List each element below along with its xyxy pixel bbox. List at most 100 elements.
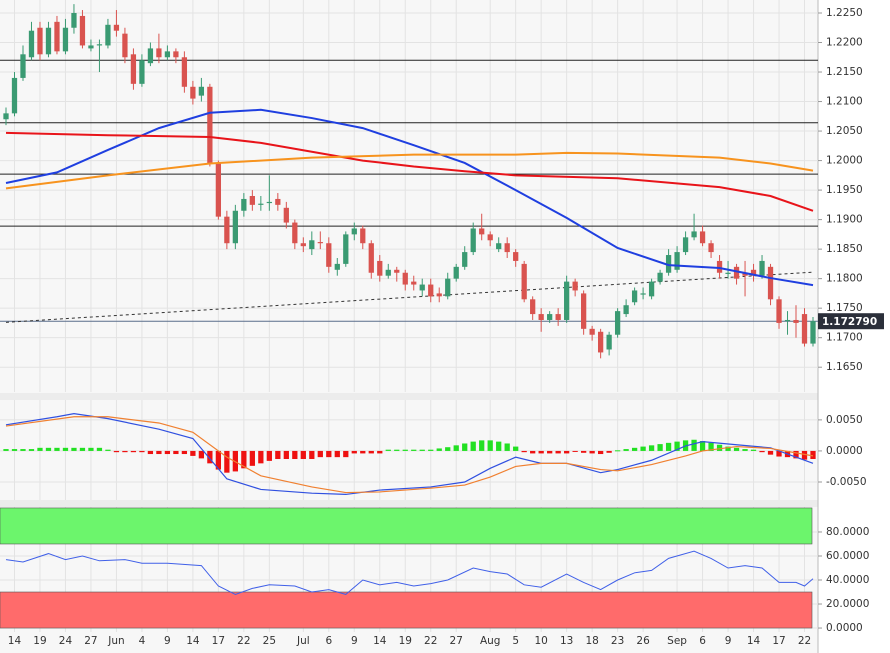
- y-tick-label: 0.0050: [826, 414, 863, 426]
- macd-histogram-bar: [105, 449, 111, 451]
- macd-histogram-bar: [504, 443, 510, 451]
- macd-histogram-bar: [657, 444, 663, 451]
- y-tick-label: -0.0050: [826, 476, 867, 488]
- macd-histogram-bar: [300, 450, 306, 460]
- macd-histogram-bar: [173, 450, 179, 455]
- macd-histogram-bar: [368, 450, 374, 454]
- candle-body: [428, 284, 434, 297]
- macd-histogram-bar: [266, 450, 272, 461]
- x-tick-label: 6: [699, 635, 706, 647]
- candle-body: [487, 234, 493, 241]
- candle-body: [776, 299, 782, 323]
- x-tick-label: 26: [636, 635, 650, 647]
- x-tick-label: 19: [399, 635, 412, 647]
- candle-body: [657, 272, 663, 282]
- macd-line: [5, 416, 814, 494]
- x-tick-label: 23: [611, 635, 624, 647]
- macd-histogram-bar: [385, 449, 391, 451]
- x-tick-label: 17: [772, 635, 785, 647]
- candle-body: [37, 27, 43, 55]
- candle-body: [96, 44, 103, 46]
- candle-body: [377, 260, 383, 276]
- x-tick-label: 22: [237, 635, 250, 647]
- y-tick-label: 1.2050: [826, 125, 863, 137]
- macd-histogram-bar: [759, 450, 765, 453]
- candle-body: [640, 293, 646, 295]
- candle-body: [54, 21, 60, 52]
- x-tick-label: 6: [325, 635, 332, 647]
- macd-histogram-bar: [147, 450, 154, 455]
- x-tick-label: 18: [585, 635, 598, 647]
- macd-histogram-bar: [436, 448, 442, 451]
- macd-histogram-bar: [309, 450, 315, 460]
- y-tick-label: 1.2100: [826, 96, 863, 108]
- macd-histogram-bar: [793, 450, 799, 459]
- candle-body: [682, 237, 689, 253]
- macd-histogram-bar: [207, 450, 213, 464]
- candle-body: [88, 45, 94, 49]
- candle-body: [597, 331, 604, 353]
- candle-body: [113, 24, 120, 31]
- macd-histogram-bar: [249, 450, 255, 466]
- macd-histogram-bar: [462, 443, 468, 451]
- y-tick-label: 40.0000: [826, 574, 869, 586]
- macd-histogram-bar: [317, 450, 323, 458]
- candle-body: [317, 242, 323, 244]
- candle-body: [122, 33, 128, 58]
- x-tick-label: Jun: [107, 635, 124, 647]
- candle-body: [538, 314, 544, 320]
- last-price-box: [818, 313, 884, 330]
- x-tick-label: Jul: [296, 635, 310, 647]
- x-tick-label: Aug: [480, 635, 501, 647]
- macd-histogram-bar: [3, 449, 9, 451]
- candle-body: [445, 278, 451, 297]
- y-tick-label: 1.2200: [826, 37, 863, 49]
- macd-histogram-bar: [181, 450, 188, 455]
- macd-histogram-bar: [547, 450, 553, 454]
- candle-body: [139, 60, 145, 84]
- candle-body: [589, 328, 595, 335]
- candle-body: [147, 48, 154, 64]
- candle-body: [11, 77, 18, 114]
- x-tick-label: 14: [373, 635, 387, 647]
- candle-body: [504, 243, 510, 253]
- macd-histogram-bar: [326, 450, 332, 458]
- y-tick-label: 20.0000: [826, 598, 869, 610]
- candle-body: [207, 86, 213, 164]
- y-tick-label: 1.2150: [826, 66, 863, 78]
- x-tick-label: 13: [560, 635, 573, 647]
- candle-body: [198, 86, 205, 96]
- macd-histogram-bar: [487, 440, 493, 451]
- x-tick-label: 17: [212, 635, 225, 647]
- x-tick-label: Sep: [667, 635, 687, 647]
- macd-histogram-bar: [198, 450, 205, 459]
- candle-body: [716, 260, 723, 273]
- macd-histogram-bar: [45, 447, 52, 451]
- macd-histogram-bar: [589, 450, 595, 454]
- y-tick-label: 1.1700: [826, 332, 863, 344]
- macd-histogram-bar: [190, 450, 196, 456]
- macd-histogram-bar: [733, 447, 740, 451]
- candle-body: [513, 252, 519, 261]
- macd-histogram-bar: [164, 450, 171, 455]
- candle-body: [708, 243, 714, 253]
- macd-histogram-bar: [470, 441, 476, 451]
- macd-histogram-bar: [597, 450, 604, 455]
- candle-body: [623, 305, 629, 315]
- macd-histogram-bar: [648, 445, 655, 451]
- macd-histogram-bar: [394, 449, 400, 451]
- candle-body: [759, 260, 765, 276]
- candle-body: [470, 228, 476, 253]
- candle-body: [572, 281, 578, 291]
- y-tick-label: 1.1650: [826, 361, 863, 373]
- moving-average: [5, 151, 814, 190]
- panel-separator: [0, 500, 818, 507]
- candle-body: [300, 243, 306, 247]
- macd-histogram-bar: [283, 450, 289, 460]
- candle-body: [224, 216, 230, 244]
- macd-histogram-bar: [521, 450, 527, 453]
- macd-histogram-bar: [496, 441, 502, 451]
- candle-body: [564, 281, 570, 320]
- candle-body: [20, 54, 26, 78]
